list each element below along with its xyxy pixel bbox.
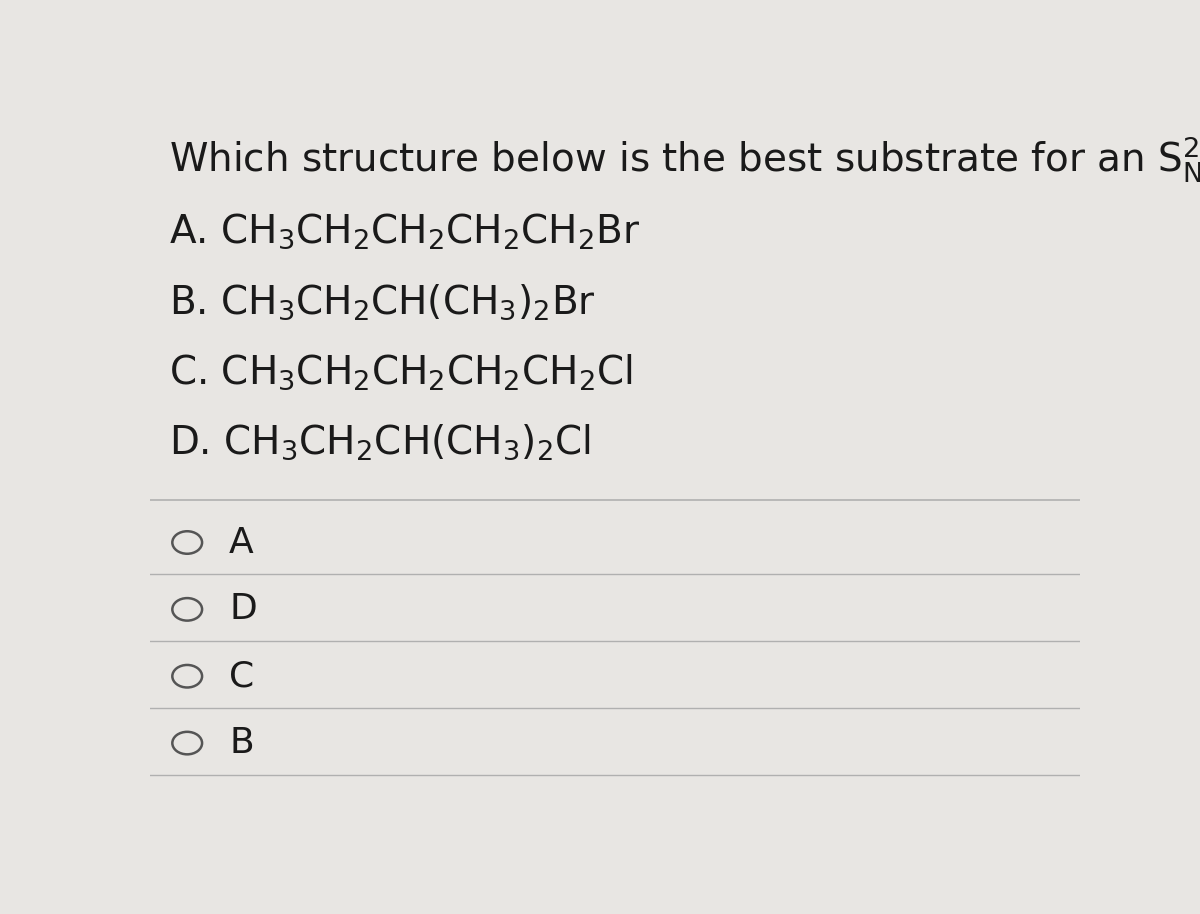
Text: Which structure below is the best substrate for an $\mathregular{S_N^2}$ reactio: Which structure below is the best substr… <box>168 134 1200 185</box>
Text: D. CH$_3$CH$_2$CH(CH$_3$)$_2$Cl: D. CH$_3$CH$_2$CH(CH$_3$)$_2$Cl <box>168 423 590 462</box>
Text: D: D <box>229 592 257 626</box>
Text: B. CH$_3$CH$_2$CH(CH$_3$)$_2$Br: B. CH$_3$CH$_2$CH(CH$_3$)$_2$Br <box>168 282 595 322</box>
Text: B: B <box>229 726 253 760</box>
Text: A: A <box>229 526 254 559</box>
Text: C: C <box>229 659 254 693</box>
Text: A. CH$_3$CH$_2$CH$_2$CH$_2$CH$_2$Br: A. CH$_3$CH$_2$CH$_2$CH$_2$CH$_2$Br <box>168 212 640 251</box>
Text: C. CH$_3$CH$_2$CH$_2$CH$_2$CH$_2$Cl: C. CH$_3$CH$_2$CH$_2$CH$_2$CH$_2$Cl <box>168 353 632 392</box>
